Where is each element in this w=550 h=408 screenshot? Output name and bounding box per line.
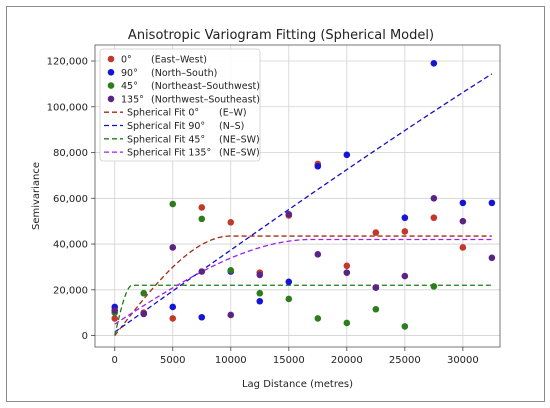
legend-label: 0°: [121, 55, 132, 66]
fit-curve: [114, 235, 492, 336]
legend-marker: [107, 95, 115, 103]
data-point: [343, 269, 351, 276]
data-point: [401, 228, 409, 235]
data-point: [459, 217, 467, 225]
y-tick-label: 0: [82, 331, 88, 342]
data-point: [256, 271, 264, 279]
data-point: [430, 283, 438, 290]
x-tick-label: 5000: [160, 355, 185, 366]
legend-box: [99, 48, 261, 162]
data-point: [285, 278, 293, 286]
data-point: [401, 272, 409, 280]
x-tick-label: 30000: [447, 355, 479, 366]
variogram-chart: Anisotropic Variogram Fitting (Spherical…: [31, 28, 501, 390]
fit-curve: [114, 238, 492, 325]
data-point: [285, 211, 293, 218]
data-point: [285, 295, 293, 303]
data-point: [459, 199, 467, 207]
legend-label: Spherical Fit 0°: [127, 108, 199, 119]
legend-label: 135°: [121, 94, 144, 105]
data-point: [198, 268, 206, 275]
data-point: [430, 214, 438, 222]
data-point: [198, 215, 206, 223]
y-tick-label: 60,000: [53, 194, 88, 205]
y-tick-label: 100,000: [47, 102, 88, 113]
data-point: [401, 214, 409, 222]
legend-label-extra: (E–W): [219, 108, 247, 119]
data-point: [169, 315, 177, 322]
chart-title: Anisotropic Variogram Fitting (Spherical…: [128, 28, 434, 43]
data-points: [111, 60, 496, 330]
data-point: [111, 315, 119, 322]
data-point: [169, 303, 177, 311]
chart-frame: Anisotropic Variogram Fitting (Spherical…: [6, 6, 545, 402]
x-tick-label: 20000: [331, 355, 363, 366]
data-point: [111, 307, 119, 314]
legend-marker: [107, 69, 115, 76]
data-point: [430, 60, 438, 67]
legend: 0° (East–West) 90° (North–South) 45° (Northea…: [99, 48, 261, 162]
legend-label-extra: (NE–SW): [219, 134, 260, 145]
data-point: [256, 289, 264, 297]
data-point: [169, 200, 177, 208]
legend-label-extra: (Northwest–Southeast): [151, 94, 260, 105]
data-point: [430, 194, 438, 202]
fit-curves: [114, 73, 493, 336]
legend-label-extra: (NE–SW): [219, 148, 260, 159]
x-tick-label: 10000: [215, 355, 247, 366]
data-point: [459, 244, 467, 251]
y-tick-label: 80,000: [53, 148, 88, 159]
y-tick-label: 20,000: [53, 285, 88, 296]
data-point: [488, 199, 496, 207]
data-point: [314, 162, 322, 170]
data-point: [198, 313, 206, 321]
legend-label-extra: (N–S): [219, 121, 244, 132]
data-point: [140, 289, 148, 297]
x-axis-label: Lag Distance (metres): [242, 379, 353, 390]
legend-label: Spherical Fit 135°: [127, 148, 211, 159]
data-point: [343, 151, 351, 159]
data-point: [372, 284, 380, 291]
x-tick-label: 25000: [389, 355, 421, 366]
plot-area-border: [94, 44, 501, 348]
y-axis-label: Semivariance: [31, 162, 42, 230]
data-point: [372, 305, 380, 313]
legend-label: Spherical Fit 90°: [127, 121, 205, 132]
data-point: [140, 310, 148, 318]
data-point: [314, 315, 322, 322]
legend-marker: [107, 55, 115, 63]
x-tick-label: 0: [112, 355, 118, 366]
data-point: [227, 267, 235, 274]
data-point: [343, 262, 351, 270]
y-tick-label: 120,000: [47, 57, 88, 68]
data-point: [227, 311, 235, 319]
data-point: [169, 244, 177, 251]
data-point: [314, 251, 322, 258]
x-tick-label: 15000: [273, 355, 305, 366]
legend-label: 45°: [121, 81, 138, 92]
axis-ticks: 0 5000 10000 15000 20000 25000 30000 0 20,000 40,…: [47, 57, 479, 366]
legend-label: 90°: [121, 68, 138, 79]
data-point: [372, 229, 380, 236]
data-point: [198, 204, 206, 211]
data-point: [401, 323, 409, 330]
legend-label-extra: (East–West): [151, 55, 207, 66]
legend-marker: [107, 82, 115, 89]
data-point: [256, 297, 264, 305]
data-point: [488, 254, 496, 262]
data-point: [343, 319, 351, 327]
legend-label: Spherical Fit 45°: [127, 134, 205, 145]
y-tick-label: 40,000: [53, 240, 88, 251]
data-point: [227, 219, 235, 226]
legend-label-extra: (Northeast–Southwest): [151, 81, 260, 92]
legend-label-extra: (North–South): [151, 68, 217, 79]
